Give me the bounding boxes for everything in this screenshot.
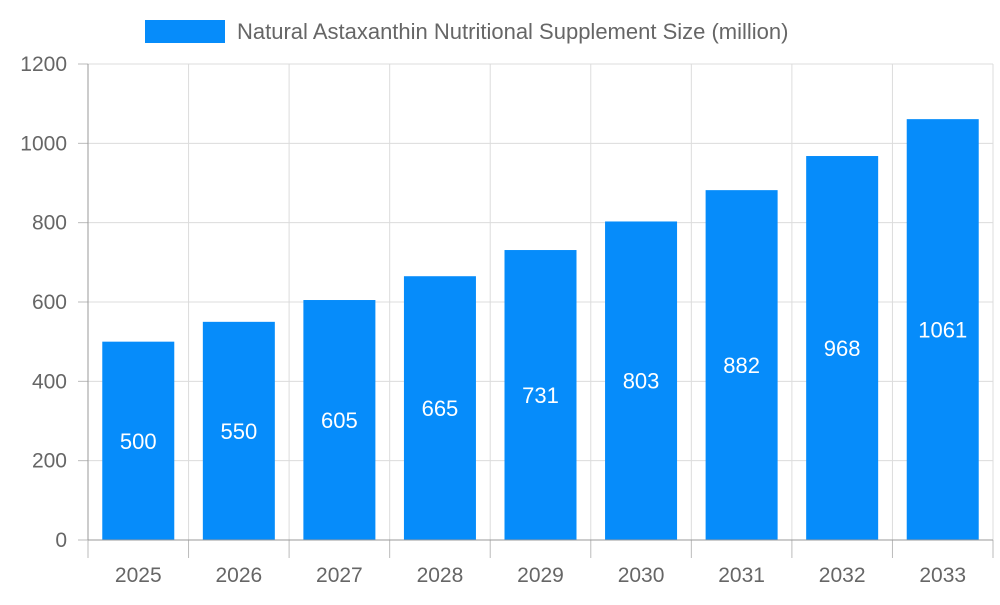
x-tick-label: 2028: [417, 564, 464, 587]
y-tick-label: 1000: [20, 132, 67, 155]
x-tick-label: 2030: [618, 564, 665, 587]
data-label: 803: [623, 369, 660, 394]
x-tick-label: 2031: [718, 564, 765, 587]
bars: 500 550 605 665 731 803 882 968 1061: [102, 119, 979, 541]
x-tick-label: 2032: [819, 564, 866, 587]
bar-2031: [705, 190, 778, 540]
bar-2033: [906, 119, 979, 541]
bar-2032: [806, 156, 879, 540]
x-tick-label: 2026: [215, 564, 262, 587]
y-tick-label: 600: [32, 291, 67, 314]
axes: 0 200 400 600 800 1000 1200 2025 2026 2027 2028 202…: [20, 53, 994, 587]
bar-2027: [303, 300, 376, 540]
x-tick-label: 2025: [115, 564, 162, 587]
data-label: 731: [522, 383, 559, 408]
data-label: 968: [824, 336, 861, 361]
legend-swatch: [145, 20, 225, 43]
bar-2026: [202, 321, 275, 540]
bar-2029: [504, 250, 577, 540]
x-tick-label: 2027: [316, 564, 363, 587]
bar-2030: [605, 221, 678, 540]
data-label: 500: [120, 429, 157, 454]
bar-2028: [403, 276, 476, 540]
grid: [88, 63, 994, 540]
y-tick-label: 800: [32, 212, 67, 235]
y-tick-label: 400: [32, 370, 67, 393]
data-label: 882: [723, 353, 760, 378]
y-tick-label: 0: [55, 529, 67, 552]
x-tick-label: 2029: [517, 564, 564, 587]
data-label: 1061: [918, 318, 967, 343]
data-label: 605: [321, 408, 358, 433]
legend: Natural Astaxanthin Nutritional Suppleme…: [145, 19, 788, 44]
bar-2025: [102, 341, 175, 540]
x-tick-label: 2033: [919, 564, 966, 587]
data-label: 550: [220, 419, 257, 444]
y-tick-label: 1200: [20, 53, 67, 76]
data-label: 665: [422, 396, 459, 421]
legend-label: Natural Astaxanthin Nutritional Suppleme…: [237, 19, 788, 44]
y-tick-label: 200: [32, 450, 67, 473]
